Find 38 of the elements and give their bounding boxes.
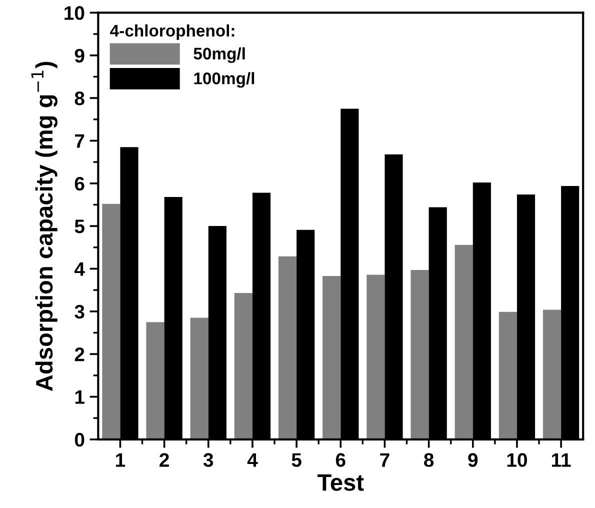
y-tick-label: 5 — [74, 220, 84, 234]
x-tick-label: 8 — [424, 453, 434, 467]
bar — [410, 270, 429, 440]
bar — [542, 310, 562, 440]
bar — [366, 274, 385, 440]
x-tick-label: 4 — [247, 453, 258, 467]
x-tick-label: 2 — [160, 453, 169, 467]
bar — [102, 204, 120, 440]
y-tick-label: 7 — [75, 134, 84, 148]
legend-title: 4-chlorophenol: — [110, 24, 234, 40]
y-axis-title: Adsorption capacity (mg g$^{−1}$) — [31, 62, 58, 391]
x-tick-label: 3 — [203, 453, 214, 467]
y-tick-label: 2 — [74, 348, 84, 362]
bar — [190, 318, 208, 440]
y-tick-label: 10 — [64, 6, 84, 20]
legend-label: 50mg/l — [194, 47, 245, 63]
x-tick-label: 1 — [116, 453, 126, 467]
bar — [234, 293, 252, 440]
x-axis-title: Test — [318, 474, 364, 491]
y-tick-label: 6 — [74, 176, 84, 191]
x-tick-label: 10 — [507, 453, 527, 467]
y-tick-label: 8 — [74, 92, 84, 106]
x-tick-label: 6 — [336, 453, 346, 467]
legend-label: 100mg/l — [194, 72, 254, 88]
bar — [146, 322, 164, 440]
x-tick-label: 9 — [468, 453, 478, 467]
y-tick-label: 1 — [75, 390, 84, 404]
x-tick-label: 11 — [552, 453, 571, 467]
x-tick-label: 7 — [380, 453, 390, 467]
y-tick-label: 4 — [74, 262, 85, 276]
bar — [322, 276, 341, 440]
y-tick-label: 0 — [74, 432, 84, 447]
x-tick-label: 5 — [292, 453, 302, 467]
y-tick-label: 9 — [74, 48, 84, 63]
y-tick-label: 3 — [74, 304, 84, 319]
bar — [278, 256, 297, 440]
bar — [498, 312, 517, 440]
bar — [454, 244, 473, 440]
